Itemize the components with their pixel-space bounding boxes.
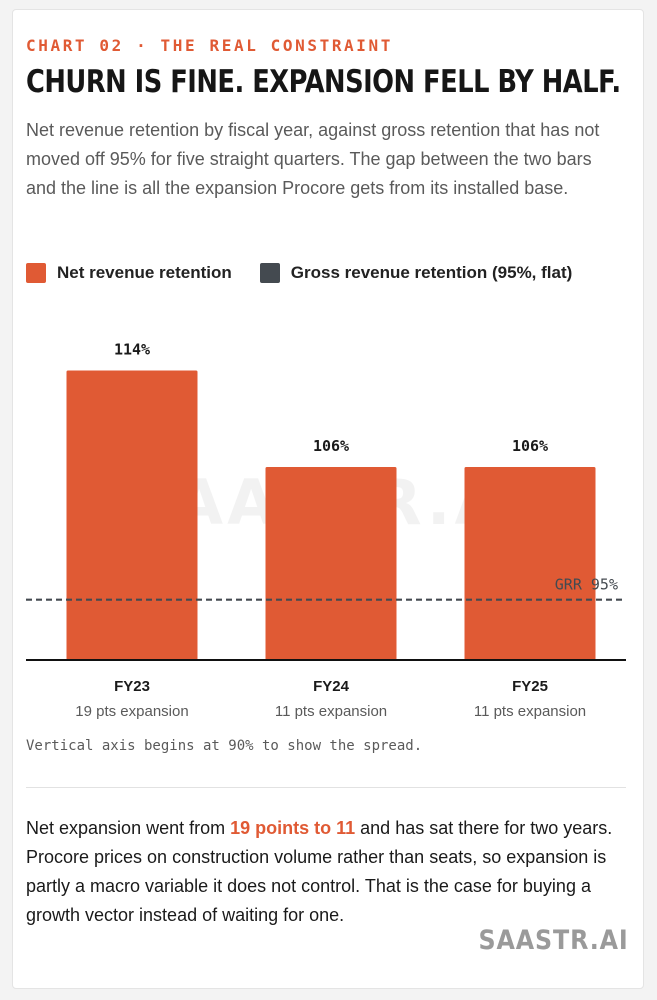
x-tick-sublabel-fy25: 11 pts expansion — [473, 703, 587, 720]
x-tick-label-fy24: FY24 — [313, 678, 349, 695]
divider — [26, 787, 626, 788]
grr-reference-label: GRR 95% — [555, 576, 618, 594]
x-tick-sublabel-fy24: 11 pts expansion — [274, 703, 388, 720]
bar-fy23 — [66, 370, 198, 660]
brand-logo: SAASTR.AI — [478, 925, 629, 956]
takeaway-text-before: Net expansion went from — [26, 818, 231, 838]
chart-title: CHURN IS FINE. EXPANSION FELL BY HALF. — [26, 64, 621, 100]
legend: Net revenue retention Gross revenue rete… — [26, 263, 600, 283]
chart-subtitle: Net revenue retention by fiscal year, ag… — [26, 120, 600, 198]
bar-chart: SAASTR.AI114%106%106%GRR 95% — [26, 340, 626, 661]
chart-eyebrow: CHART 02 · THE REAL CONSTRAINT — [26, 36, 393, 55]
x-tick-label-fy25: FY25 — [512, 678, 548, 695]
legend-label-nrr: Net revenue retention — [57, 263, 232, 282]
takeaway-highlight: 19 points to 11 — [230, 818, 356, 838]
takeaway-paragraph: Net expansion went from 19 points to 11 … — [26, 814, 626, 930]
axis-note: Vertical axis begins at 90% to show the … — [26, 738, 423, 754]
takeaway-text-after: and has sat there for two years. Procore… — [26, 818, 613, 925]
bar-value-label-fy23: 114% — [114, 340, 150, 358]
x-tick-label-fy23: FY23 — [114, 678, 150, 695]
legend-item-grr: Gross revenue retention (95%, flat) — [259, 263, 573, 283]
bar-value-label-fy25: 106% — [512, 437, 548, 455]
bar-fy24 — [265, 466, 397, 660]
legend-swatch-grr — [259, 263, 280, 283]
legend-swatch-nrr — [26, 263, 46, 283]
x-tick-sublabel-fy23: 19 pts expansion — [75, 703, 189, 720]
legend-item-nrr: Net revenue retention — [26, 263, 232, 283]
bar-value-label-fy24: 106% — [313, 437, 349, 455]
bar-fy25 — [464, 466, 596, 660]
legend-label-grr: Gross revenue retention (95%, flat) — [290, 263, 573, 282]
